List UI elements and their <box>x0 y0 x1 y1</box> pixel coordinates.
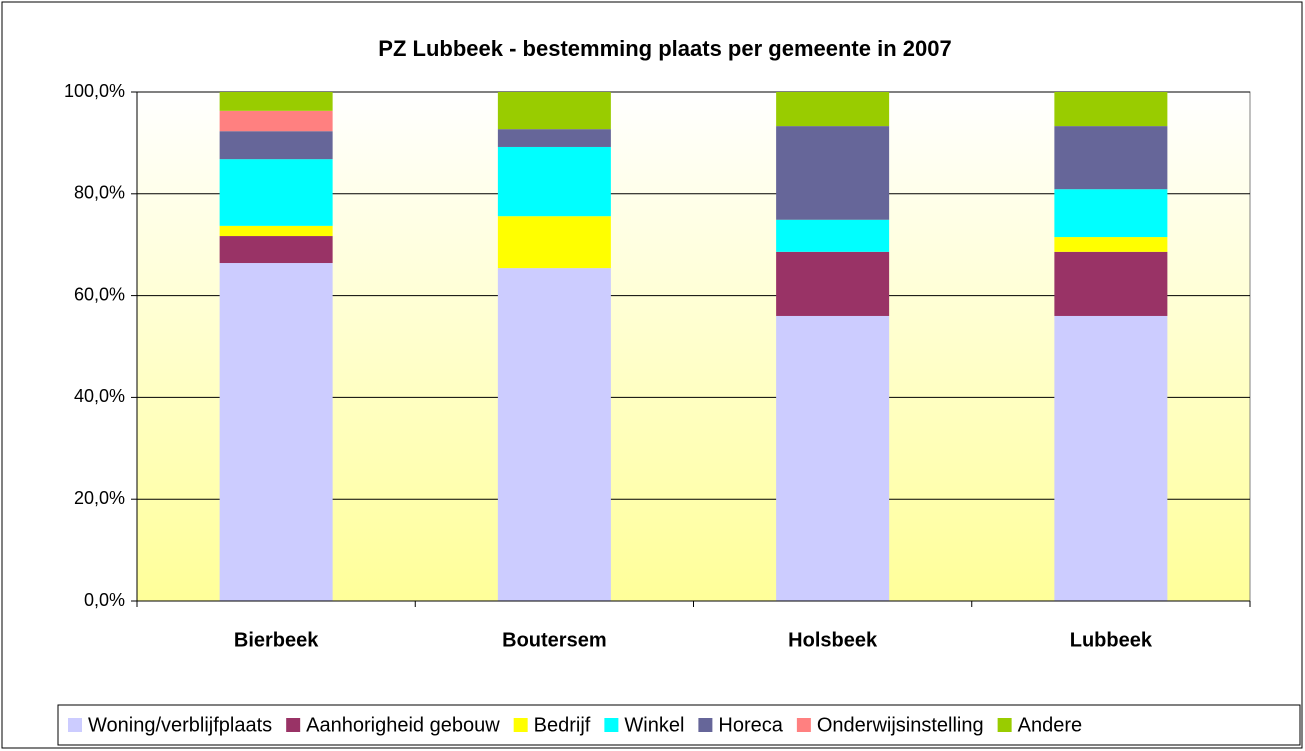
bar-segment <box>1054 251 1168 316</box>
bar-segment <box>497 129 611 147</box>
legend-label: Woning/verblijfplaats <box>88 714 272 736</box>
y-tick-label: 0,0% <box>84 590 125 610</box>
y-tick-label: 40,0% <box>74 386 125 406</box>
y-tick-label: 20,0% <box>74 488 125 508</box>
y-tick-label: 100,0% <box>64 81 125 101</box>
chart-title: PZ Lubbeek - bestemming plaats per gemee… <box>378 36 951 61</box>
legend-label: Winkel <box>624 714 684 736</box>
bar-segment <box>776 126 890 220</box>
bar-segment <box>1054 92 1168 127</box>
bar-segment <box>776 92 890 127</box>
bar-segment <box>497 146 611 217</box>
bar-segment <box>1054 126 1168 190</box>
legend-label: Andere <box>1018 714 1083 736</box>
legend-swatch <box>698 718 713 732</box>
legend-swatch <box>604 718 619 732</box>
bar-segment <box>1054 315 1168 601</box>
bar-segment <box>219 159 333 226</box>
bar-segment <box>219 110 333 132</box>
legend-swatch <box>513 718 528 732</box>
legend-label: Onderwijsinstelling <box>817 714 984 736</box>
legend-label: Aanhorigheid gebouw <box>306 714 500 736</box>
x-tick-label: Bierbeek <box>234 629 319 651</box>
legend-swatch <box>997 718 1012 732</box>
legend-swatch <box>286 718 301 732</box>
bar-segment <box>1054 237 1168 252</box>
bar-segment <box>776 251 890 316</box>
bar-segment <box>1054 189 1168 238</box>
bar-segment <box>219 92 333 111</box>
y-tick-label: 80,0% <box>74 183 125 203</box>
x-tick-label: Holsbeek <box>788 629 878 651</box>
bar-segment <box>219 131 333 160</box>
legend-label: Horeca <box>718 714 783 736</box>
bar-segment <box>497 268 611 601</box>
x-tick-label: Boutersem <box>502 629 606 651</box>
bar-segment <box>219 236 333 264</box>
legend-swatch <box>796 718 811 732</box>
bar-segment <box>776 315 890 601</box>
bar-segment <box>219 263 333 601</box>
y-tick-label: 60,0% <box>74 284 125 304</box>
legend-swatch <box>68 718 82 732</box>
bar-segment <box>497 92 611 130</box>
bar-segment <box>776 219 890 252</box>
legend-box <box>57 704 1301 746</box>
x-tick-label: Lubbeek <box>1070 629 1153 651</box>
bar-segment <box>219 225 333 237</box>
bar-segment <box>497 216 611 269</box>
legend-label: Bedrijf <box>534 714 591 736</box>
